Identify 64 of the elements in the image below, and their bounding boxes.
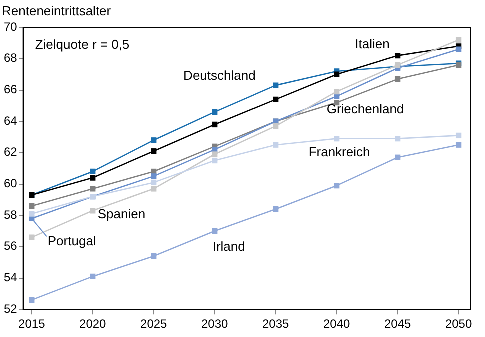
point bbox=[212, 228, 218, 234]
y-tick-label: 64 bbox=[4, 114, 18, 128]
point bbox=[151, 148, 157, 154]
y-tick-label: 52 bbox=[4, 302, 18, 316]
point bbox=[334, 89, 340, 95]
y-tick-label: 70 bbox=[4, 20, 18, 34]
series-label: Griechenland bbox=[326, 101, 404, 116]
series-label: Italien bbox=[355, 36, 390, 52]
point bbox=[151, 186, 157, 192]
series-label: Spanien bbox=[98, 206, 146, 222]
point bbox=[90, 274, 96, 280]
point bbox=[212, 152, 218, 158]
point bbox=[273, 96, 279, 102]
y-tick-label: 62 bbox=[4, 145, 18, 160]
annotation: Zielquote r = 0,5 bbox=[35, 37, 130, 52]
point bbox=[151, 138, 157, 144]
point bbox=[334, 136, 340, 142]
series-label: Frankreich bbox=[308, 144, 370, 160]
point bbox=[90, 186, 96, 192]
point bbox=[29, 234, 35, 240]
point bbox=[273, 123, 279, 130]
y-tick-label: 56 bbox=[4, 239, 18, 254]
point bbox=[456, 46, 462, 52]
series-label: Irland bbox=[212, 238, 246, 254]
point bbox=[151, 254, 157, 260]
point bbox=[394, 136, 401, 142]
point bbox=[90, 168, 96, 175]
point bbox=[90, 175, 96, 181]
point bbox=[456, 37, 462, 43]
x-tick-label: 2020 bbox=[80, 317, 107, 332]
point bbox=[151, 174, 157, 180]
point bbox=[394, 52, 401, 59]
y-tick-label: 54 bbox=[4, 270, 18, 285]
point bbox=[456, 132, 462, 139]
point bbox=[394, 154, 401, 160]
x-tick-label: 2050 bbox=[445, 317, 472, 332]
series-label: Deutschland bbox=[184, 68, 256, 84]
y-axis-title: Renteneintrittsalter bbox=[2, 3, 112, 18]
point bbox=[456, 142, 462, 148]
point bbox=[334, 72, 340, 78]
point bbox=[29, 211, 35, 217]
point bbox=[273, 82, 279, 88]
y-tick-label: 58 bbox=[4, 208, 18, 222]
y-tick-label: 68 bbox=[4, 51, 18, 66]
point bbox=[151, 180, 157, 186]
point bbox=[29, 297, 35, 304]
point bbox=[90, 208, 96, 214]
x-tick-label: 2035 bbox=[262, 317, 290, 332]
point bbox=[334, 183, 340, 189]
x-tick-label: 2045 bbox=[384, 317, 412, 332]
x-tick-label: 2040 bbox=[323, 317, 350, 332]
point bbox=[273, 206, 279, 212]
legend-label: Portugal bbox=[48, 233, 96, 248]
point bbox=[212, 109, 218, 116]
x-tick-label: 2025 bbox=[140, 317, 168, 332]
point bbox=[212, 158, 218, 164]
y-tick-label: 60 bbox=[4, 176, 18, 191]
y-tick-label: 66 bbox=[4, 82, 18, 97]
x-tick-label: 2015 bbox=[18, 317, 46, 332]
point bbox=[273, 142, 279, 148]
point bbox=[29, 203, 35, 210]
point bbox=[394, 76, 401, 82]
x-tick-label: 2030 bbox=[202, 317, 229, 332]
point bbox=[212, 122, 218, 128]
